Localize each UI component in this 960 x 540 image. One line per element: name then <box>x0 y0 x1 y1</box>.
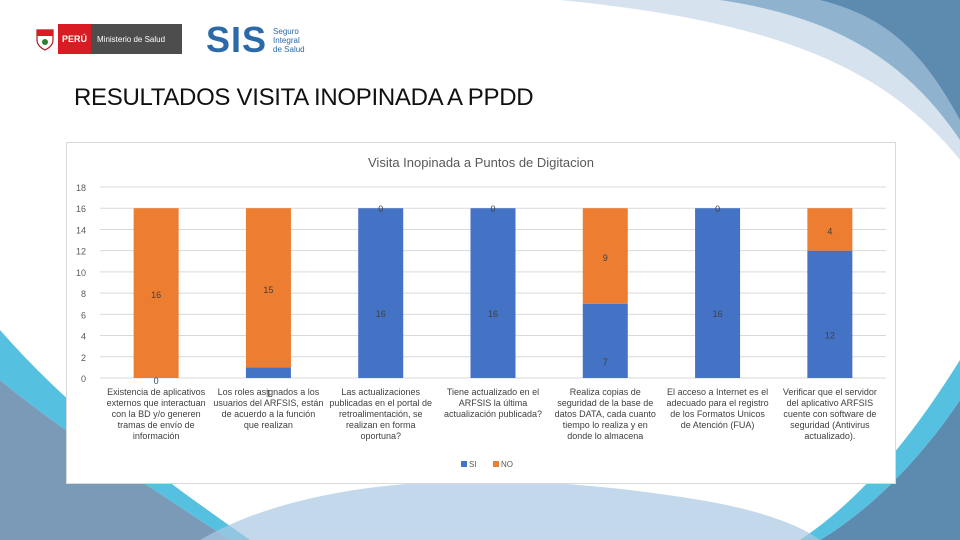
y-tick-label: 18 <box>76 183 86 193</box>
data-label-no: 15 <box>263 285 273 295</box>
x-category-label: Los roles asignados a los usuarios del AR… <box>213 387 323 430</box>
bar-si <box>582 303 628 378</box>
bar-si <box>695 208 741 378</box>
stacked-bar-chart: Visita Inopinada a Puntos de Digitacion 0… <box>76 155 886 469</box>
y-tick-label: 12 <box>76 247 86 257</box>
y-tick-label: 0 <box>81 374 86 384</box>
bar-si <box>470 208 516 378</box>
peru-label: PERÚ <box>58 24 92 54</box>
data-label-no: 0 <box>490 204 495 214</box>
page-title: RESULTADOS VISITA INOPINADA A PPDD <box>74 84 534 111</box>
sis-subtitle: Seguro Integral de Salud <box>273 26 305 54</box>
data-label-no: 0 <box>715 204 720 214</box>
bar-si <box>807 250 853 378</box>
peru-ministry-logo: PERÚ Ministerio de Salud <box>32 24 182 54</box>
bar-no <box>245 208 291 368</box>
coat-of-arms-icon <box>32 24 58 54</box>
data-label-no: 9 <box>603 253 608 263</box>
sis-logo: SIS Seguro Integral de Salud <box>206 22 313 58</box>
x-category-label: Verificar que el servidor del aplicativo … <box>783 387 877 441</box>
bar-no <box>807 208 853 251</box>
legend-label-si: SI <box>469 460 477 469</box>
sis-wordmark: SIS <box>206 19 268 60</box>
x-category-label: El acceso a Internet es el adecuado para … <box>667 387 769 430</box>
x-category-label: Tiene actualizado en el ARFSIS la última a… <box>444 387 542 419</box>
legend-label-no: NO <box>501 460 513 469</box>
chart-title: Visita Inopinada a Puntos de Digitacion <box>368 155 594 170</box>
data-label-si: 1 <box>266 389 271 399</box>
x-category-label: Realiza copias de seguridad de la base de… <box>555 387 656 441</box>
data-label-si: 16 <box>376 309 386 319</box>
y-tick-label: 2 <box>81 353 86 363</box>
ministry-label: Ministerio de Salud <box>91 24 182 54</box>
data-label-no: 0 <box>378 204 383 214</box>
legend-swatch-si <box>461 461 467 467</box>
data-label-no: 16 <box>151 290 161 300</box>
y-tick-label: 6 <box>81 310 86 320</box>
data-label-si: 12 <box>825 330 835 340</box>
bar-no <box>133 208 179 378</box>
y-tick-label: 8 <box>81 289 86 299</box>
y-tick-label: 10 <box>76 268 86 278</box>
bar-si <box>245 367 291 378</box>
data-label-si: 0 <box>154 376 159 386</box>
chart-frame: Visita Inopinada a Puntos de Digitacion 0… <box>66 142 896 484</box>
y-tick-label: 14 <box>76 225 86 235</box>
x-category-label: Existencia de aplicativos externos que in… <box>107 387 206 441</box>
bar-si <box>358 208 404 378</box>
x-category-label: Las actualizaciones publicadas en el port… <box>329 387 432 441</box>
data-label-no: 4 <box>827 226 832 236</box>
data-label-si: 16 <box>713 309 723 319</box>
data-label-si: 16 <box>488 309 498 319</box>
bar-no <box>582 208 628 304</box>
y-tick-label: 4 <box>81 332 86 342</box>
y-tick-label: 16 <box>76 204 86 214</box>
data-label-si: 7 <box>603 357 608 367</box>
legend-swatch-no <box>493 461 499 467</box>
